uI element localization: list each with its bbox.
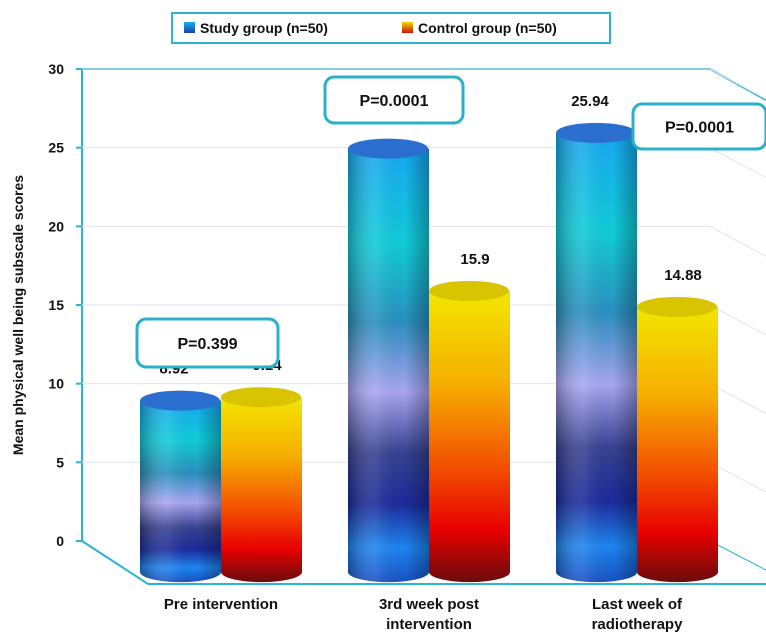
bar-top — [637, 296, 717, 317]
gridline-right — [709, 147, 766, 179]
bar-top — [140, 390, 220, 411]
y-axis-label: Mean physical well being subscale scores — [10, 175, 26, 455]
p-value-text: P=0.0001 — [360, 93, 429, 110]
gridline-right — [709, 225, 766, 257]
y-tick-label: 25 — [48, 140, 64, 156]
bar-study-1 — [140, 390, 221, 583]
y-axis-ticks: 0 5 10 15 20 25 30 — [48, 61, 64, 549]
bar-control-3 — [637, 296, 718, 583]
p-value-text: P=0.399 — [177, 336, 237, 353]
legend-swatch-study — [184, 22, 195, 33]
p-value-box: P=0.0001 — [323, 75, 465, 125]
x-category-label: radiotherapy — [592, 616, 684, 632]
bar-series — [140, 122, 718, 583]
x-category-label: Last week of — [592, 596, 683, 613]
bar-shade — [556, 132, 637, 583]
gridline-right — [709, 304, 766, 336]
bar-shade — [140, 400, 221, 583]
legend-label-study: Study group (n=50) — [200, 20, 328, 36]
y-tick-label: 20 — [48, 218, 64, 234]
p-value-text: P=0.0001 — [665, 120, 734, 137]
x-category-label: Pre intervention — [164, 596, 278, 613]
bar-shade — [348, 148, 429, 583]
x-category-label: 3rd week post — [379, 596, 479, 613]
legend: Study group (n=50) Control group (n=50) — [171, 12, 611, 44]
p-value-box: P=0.399 — [135, 317, 280, 369]
legend-box — [171, 12, 611, 44]
bar-top — [221, 387, 301, 408]
floor-right-edge — [709, 540, 766, 571]
floor-left-edge — [81, 540, 149, 585]
bar-body — [429, 290, 510, 583]
gridline-right — [709, 68, 766, 100]
y-tick-label: 10 — [48, 376, 64, 392]
x-axis-labels: Pre intervention 3rd week post interventio… — [164, 596, 683, 632]
bar-top — [348, 138, 428, 159]
y-tick-label: 15 — [48, 297, 64, 313]
legend-label-control: Control group (n=50) — [418, 20, 557, 36]
bar-control-1 — [221, 387, 302, 583]
bar-body — [221, 397, 302, 583]
y-tick-label: 30 — [48, 61, 64, 77]
p-value-box: P=0.0001 — [631, 102, 766, 151]
y-tick-label: 5 — [56, 454, 64, 470]
legend-swatch-control — [402, 22, 413, 33]
y-tick-label: 0 — [56, 533, 64, 549]
p-value-box-border — [135, 317, 280, 369]
value-label: 14.88 — [664, 267, 702, 284]
bar-top — [429, 280, 509, 301]
value-label: 25.94 — [571, 93, 609, 110]
x-category-label: intervention — [386, 616, 472, 632]
gridline-right — [709, 461, 766, 493]
value-label: 15.9 — [460, 251, 489, 268]
bar-body — [637, 306, 718, 583]
gridline-right — [709, 383, 766, 415]
p-value-box-border — [631, 102, 766, 151]
bar-top — [556, 122, 636, 143]
bar-control-2 — [429, 280, 510, 583]
p-value-annotations: P=0.399 P=0.0001 P=0.0001 — [135, 75, 766, 369]
bar-study-3 — [556, 122, 637, 583]
bar-study-2 — [348, 138, 429, 583]
p-value-box-border — [323, 75, 465, 125]
